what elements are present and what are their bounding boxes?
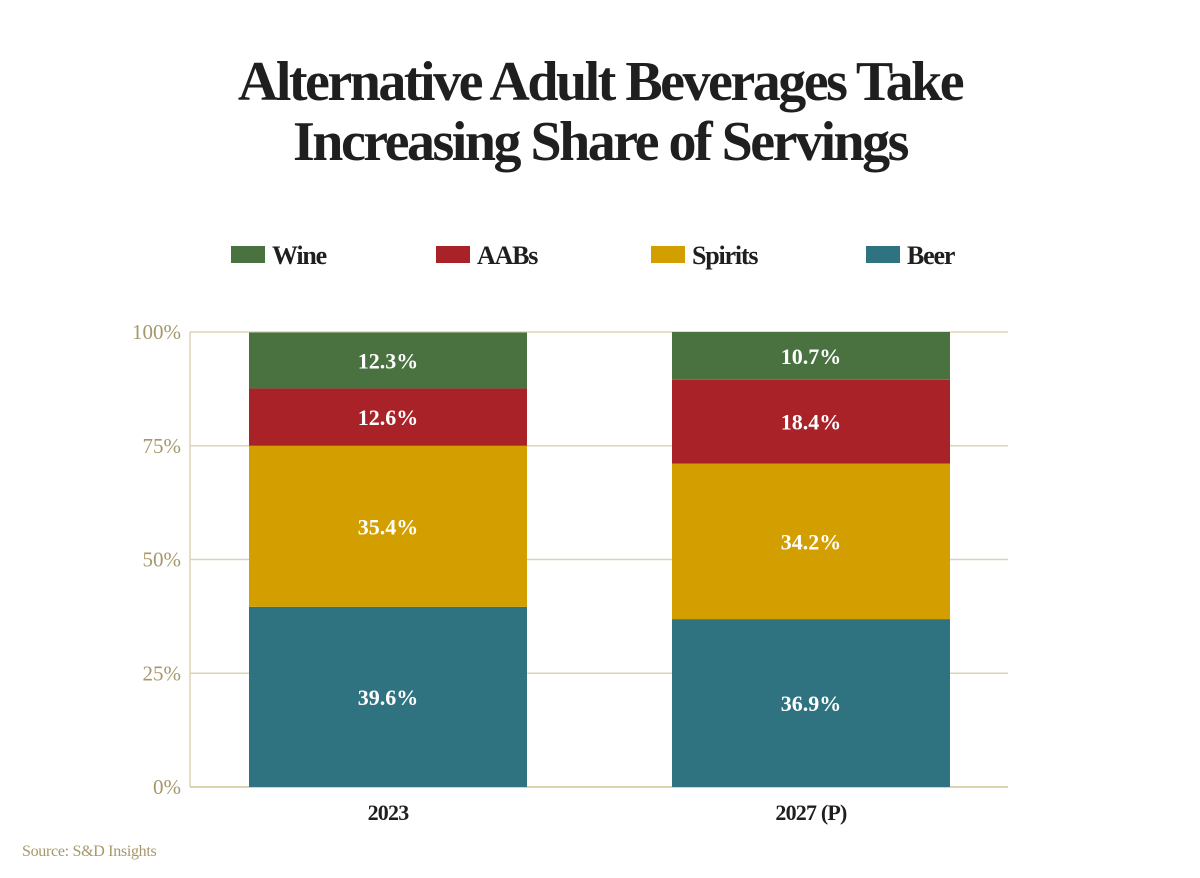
x-category-label-2027-p: 2027 (P) (775, 800, 847, 825)
bar-segment-wine-2027-p (672, 332, 950, 380)
y-tick-label-100: 100% (132, 320, 181, 344)
bar-segment-beer-2023 (249, 606, 527, 787)
y-axis: 0% 25% 50% 75% 100% (132, 320, 191, 799)
title-line-2: Increasing Share of Servings (293, 111, 909, 173)
legend-label-wine: Wine (272, 241, 327, 270)
data-label-beer-2027-p: 36.9% (781, 691, 842, 716)
legend-label-spirits: Spirits (692, 241, 758, 270)
y-tick-label-75: 75% (143, 434, 182, 458)
data-label-beer-2023: 39.6% (358, 685, 419, 710)
title-line-1: Alternative Adult Beverages Take (237, 51, 965, 113)
legend: Wine AABs Spirits Beer (231, 241, 956, 270)
bar-segment-wine-2023 (249, 332, 527, 389)
bar-segment-spirits-2023 (249, 445, 527, 607)
bar-segment-beer-2027-p (672, 619, 950, 787)
legend-swatch-spirits (651, 246, 685, 263)
legend-item-wine: Wine (231, 241, 328, 270)
legend-swatch-aabs (436, 246, 470, 263)
bar-stack-2027-p: 36.9% 34.2% 18.4% 10.7% (672, 332, 950, 787)
data-label-wine-2027-p: 10.7% (781, 344, 842, 369)
bar-segment-aabs-2023 (249, 388, 527, 446)
x-axis: 2023 2027 (P) (368, 800, 848, 825)
y-tick-label-25: 25% (143, 661, 182, 685)
legend-item-spirits: Spirits (651, 241, 760, 270)
x-category-label-2023: 2023 (368, 800, 410, 825)
legend-swatch-beer (866, 246, 900, 263)
data-label-aabs-2027-p: 18.4% (781, 410, 842, 435)
y-tick-label-0: 0% (153, 775, 181, 799)
data-label-aabs-2023: 12.6% (358, 405, 419, 430)
bars: 39.6% 35.4% 12.6% 12.3% 36.9% 34.2% 18.4% 10.7% (249, 332, 950, 787)
source-note: Source: S&D Insights (22, 843, 157, 860)
data-label-wine-2023: 12.3% (358, 348, 419, 373)
bar-segment-aabs-2027-p (672, 379, 950, 464)
legend-item-beer: Beer (866, 241, 956, 270)
bar-segment-spirits-2027-p (672, 463, 950, 620)
legend-label-beer: Beer (907, 241, 955, 270)
data-label-spirits-2027-p: 34.2% (781, 529, 842, 554)
legend-item-aabs: AABs (436, 241, 539, 270)
y-tick-label-50: 50% (143, 548, 182, 572)
legend-swatch-wine (231, 246, 265, 263)
bar-stack-2023: 39.6% 35.4% 12.6% 12.3% (249, 332, 527, 787)
data-label-spirits-2023: 35.4% (358, 514, 419, 539)
legend-label-aabs: AABs (477, 241, 538, 270)
chart-title: Alternative Adult Beverages Take Increas… (0, 52, 1200, 172)
